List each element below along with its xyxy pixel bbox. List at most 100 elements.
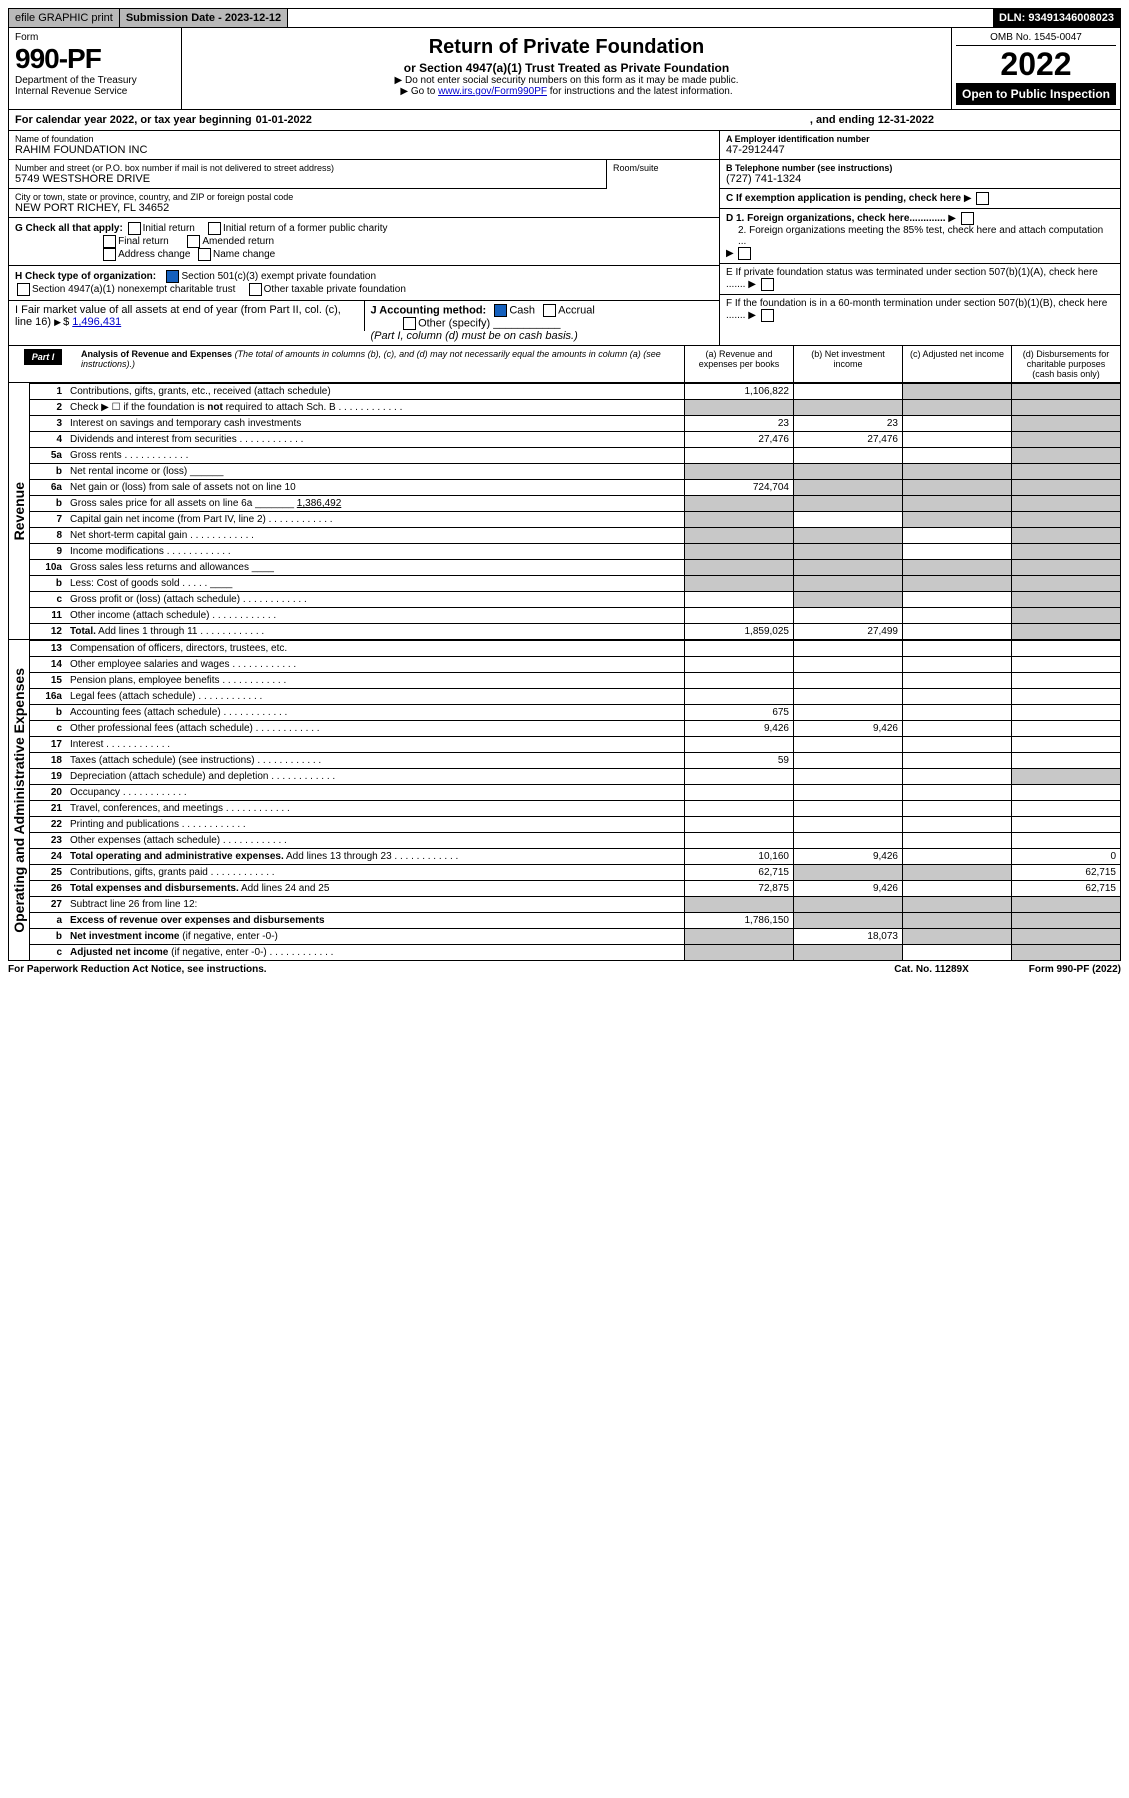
col-a-hdr: (a) Revenue and expenses per books: [684, 346, 793, 382]
tax-year: 2022: [956, 46, 1116, 83]
j-accrual: Accrual: [558, 304, 595, 316]
city-value: NEW PORT RICHEY, FL 34652: [15, 202, 713, 214]
top-bar: efile GRAPHIC print Submission Date - 20…: [8, 8, 1121, 28]
g-initial-return-checkbox[interactable]: [128, 222, 141, 235]
g-initial-former-checkbox[interactable]: [208, 222, 221, 235]
e-checkbox[interactable]: [761, 278, 774, 291]
tel-label: B Telephone number (see instructions): [726, 163, 892, 173]
line-a: aExcess of revenue over expenses and dis…: [30, 913, 1121, 929]
j-other-checkbox[interactable]: [403, 317, 416, 330]
part1-header-row: Part I Analysis of Revenue and Expenses …: [8, 346, 1121, 383]
line-b: bAccounting fees (attach schedule) 675: [30, 705, 1121, 721]
addr-label: Number and street (or P.O. box number if…: [15, 163, 600, 173]
h-o2: Section 4947(a)(1) nonexempt charitable …: [32, 284, 235, 295]
irs-label: Internal Revenue Service: [15, 86, 175, 97]
line-7: 7Capital gain net income (from Part IV, …: [30, 512, 1121, 528]
line-17: 17Interest: [30, 737, 1121, 753]
expenses-side-label: Operating and Administrative Expenses: [9, 664, 29, 937]
submission-date: Submission Date - 2023-12-12: [120, 9, 288, 27]
j-other: Other (specify): [418, 317, 490, 329]
d2-checkbox[interactable]: [738, 247, 751, 260]
h-501c3-checkbox[interactable]: [166, 270, 179, 283]
name-cell: Name of foundation RAHIM FOUNDATION INC: [9, 131, 719, 160]
f-cell: F If the foundation is in a 60-month ter…: [720, 295, 1120, 325]
calyear-text: For calendar year 2022, or tax year begi…: [15, 114, 252, 126]
footer-form: Form 990-PF (2022): [1029, 964, 1121, 975]
line-11: 11Other income (attach schedule): [30, 608, 1121, 624]
g-name-change-checkbox[interactable]: [198, 248, 211, 261]
line-c: cOther professional fees (attach schedul…: [30, 721, 1121, 737]
c-checkbox[interactable]: [976, 192, 989, 205]
city-cell: City or town, state or province, country…: [9, 189, 719, 218]
form-number: 990-PF: [15, 43, 175, 75]
part1-title: Analysis of Revenue and Expenses: [81, 349, 232, 359]
g-o4: Amended return: [202, 236, 274, 247]
line-3: 3Interest on savings and temporary cash …: [30, 416, 1121, 432]
j-accrual-checkbox[interactable]: [543, 304, 556, 317]
line-22: 22Printing and publications: [30, 817, 1121, 833]
h-label: H Check type of organization:: [15, 271, 156, 282]
g-label: G Check all that apply:: [15, 223, 123, 234]
ij-row: I Fair market value of all assets at end…: [9, 301, 719, 345]
form990pf-link[interactable]: www.irs.gov/Form990PF: [438, 86, 547, 97]
name-label: Name of foundation: [15, 134, 713, 144]
j-label: J Accounting method:: [371, 304, 487, 316]
i-value: 1,496,431: [72, 316, 121, 328]
col-b-hdr: (b) Net investment income: [793, 346, 902, 382]
expenses-side: Operating and Administrative Expenses: [8, 640, 29, 961]
calyear-end: 12-31-2022: [878, 114, 934, 126]
ein-label: A Employer identification number: [726, 134, 870, 144]
g-amended-checkbox[interactable]: [187, 235, 200, 248]
h-4947-checkbox[interactable]: [17, 283, 30, 296]
revenue-section: Revenue 1Contributions, gifts, grants, e…: [8, 383, 1121, 640]
d1-checkbox[interactable]: [961, 212, 974, 225]
addr-value: 5749 WESTSHORE DRIVE: [15, 173, 600, 185]
h-other-checkbox[interactable]: [249, 283, 262, 296]
open-inspection: Open to Public Inspection: [956, 83, 1116, 105]
line-5a: 5aGross rents: [30, 448, 1121, 464]
line-15: 15Pension plans, employee benefits: [30, 673, 1121, 689]
room-cell: Room/suite: [606, 160, 719, 189]
j-cash-checkbox[interactable]: [494, 304, 507, 317]
g-final-return-checkbox[interactable]: [103, 235, 116, 248]
note-ssn: ▶ Do not enter social security numbers o…: [188, 75, 945, 86]
line-6a: 6aNet gain or (loss) from sale of assets…: [30, 480, 1121, 496]
c-label: C If exemption application is pending, c…: [726, 193, 961, 204]
header-left: Form 990-PF Department of the Treasury I…: [9, 28, 182, 109]
g-address-change-checkbox[interactable]: [103, 248, 116, 261]
line-18: 18Taxes (attach schedule) (see instructi…: [30, 753, 1121, 769]
f-checkbox[interactable]: [761, 309, 774, 322]
j-cash: Cash: [509, 304, 535, 316]
form-word: Form: [15, 32, 175, 43]
dln-label: DLN: 93491346008023: [993, 9, 1120, 27]
i-block: I Fair market value of all assets at end…: [9, 301, 365, 331]
j-note: (Part I, column (d) must be on cash basi…: [371, 330, 578, 342]
note2-pre: ▶ Go to: [400, 86, 438, 97]
g-row: G Check all that apply: Initial return I…: [9, 218, 719, 266]
revenue-side: Revenue: [8, 383, 29, 640]
revenue-table: 1Contributions, gifts, grants, etc., rec…: [29, 383, 1121, 640]
line-c: cGross profit or (loss) (attach schedule…: [30, 592, 1121, 608]
e-cell: E If private foundation status was termi…: [720, 264, 1120, 295]
line-14: 14Other employee salaries and wages: [30, 657, 1121, 673]
entity-left: Name of foundation RAHIM FOUNDATION INC …: [9, 131, 719, 345]
calyear-mid: , and ending: [810, 114, 878, 126]
g-o5: Address change: [118, 249, 190, 260]
efile-print-button[interactable]: efile GRAPHIC print: [9, 9, 120, 27]
expenses-section: Operating and Administrative Expenses 13…: [8, 640, 1121, 961]
d2-label: 2. Foreign organizations meeting the 85%…: [726, 225, 1114, 247]
entity-right: A Employer identification number 47-2912…: [719, 131, 1120, 345]
footer-cat: Cat. No. 11289X: [894, 964, 968, 975]
line-2: 2Check ▶ ☐ if the foundation is not requ…: [30, 400, 1121, 416]
line-4: 4Dividends and interest from securities …: [30, 432, 1121, 448]
line-23: 23Other expenses (attach schedule): [30, 833, 1121, 849]
j-block: J Accounting method: Cash Accrual Other …: [365, 301, 720, 345]
line-b: bGross sales price for all assets on lin…: [30, 496, 1121, 512]
line-25: 25Contributions, gifts, grants paid 62,7…: [30, 865, 1121, 881]
g-o6: Name change: [213, 249, 275, 260]
header-right: OMB No. 1545-0047 2022 Open to Public In…: [952, 28, 1120, 109]
ein-cell: A Employer identification number 47-2912…: [720, 131, 1120, 160]
footer-left: For Paperwork Reduction Act Notice, see …: [8, 964, 267, 975]
line-b: bNet investment income (if negative, ent…: [30, 929, 1121, 945]
line-26: 26Total expenses and disbursements. Add …: [30, 881, 1121, 897]
